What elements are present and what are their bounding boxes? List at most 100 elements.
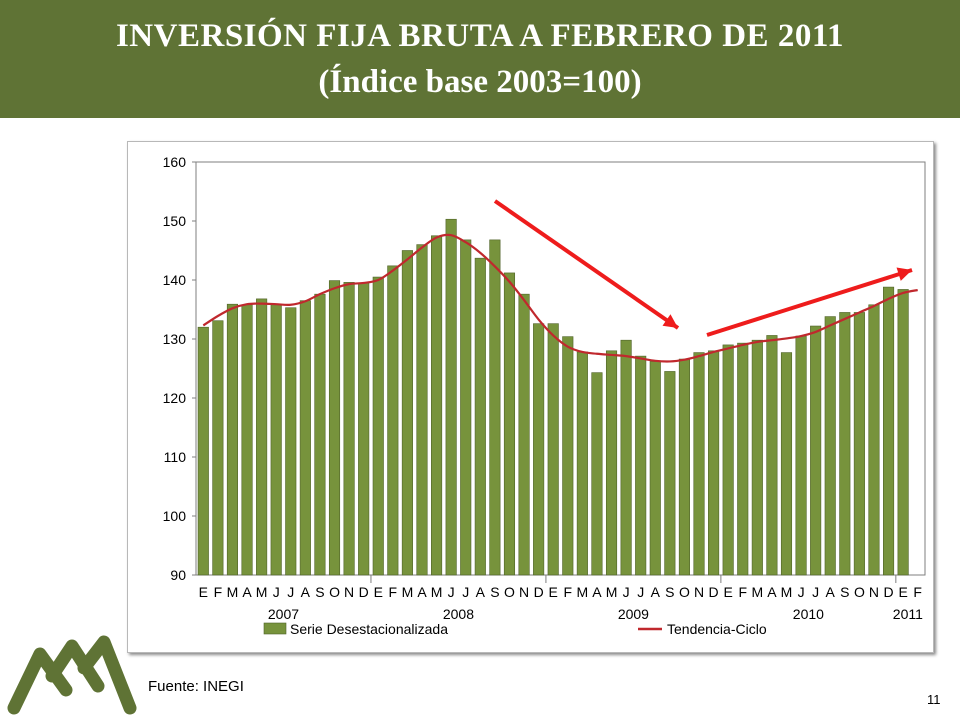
bar xyxy=(518,293,530,576)
x-tick-label: J xyxy=(462,584,469,600)
legend-swatch-bar xyxy=(263,622,287,635)
x-tick-label: N xyxy=(519,584,529,600)
bar xyxy=(314,293,326,576)
x-tick-label: E xyxy=(374,584,383,600)
y-tick-label: 90 xyxy=(170,567,186,583)
bar xyxy=(299,300,311,576)
legend-label-bar: Serie Desestacionalizada xyxy=(290,621,448,637)
source-note: Fuente: INEGI xyxy=(148,678,244,695)
x-tick-label: M xyxy=(431,584,443,600)
x-tick-label: E xyxy=(898,584,907,600)
x-tick-label: A xyxy=(242,584,252,600)
x-tick-label: N xyxy=(344,584,354,600)
x-tick-label: D xyxy=(883,584,893,600)
bar xyxy=(620,339,632,576)
bar xyxy=(343,282,355,576)
bar xyxy=(678,358,690,576)
year-label: 2008 xyxy=(443,606,474,622)
x-tick-label: J xyxy=(623,584,630,600)
bar xyxy=(766,335,778,576)
x-tick-label: F xyxy=(738,584,747,600)
x-tick-label: F xyxy=(564,584,573,600)
decline-arrow xyxy=(493,199,680,330)
x-tick-label: A xyxy=(767,584,777,600)
bar xyxy=(810,325,822,576)
x-tick-label: D xyxy=(534,584,544,600)
x-tick-label: A xyxy=(417,584,427,600)
bar xyxy=(212,320,224,576)
bar xyxy=(591,372,603,576)
trend-line xyxy=(202,233,918,363)
x-tick-label: S xyxy=(840,584,849,600)
x-tick-label: A xyxy=(592,584,602,600)
x-tick-label: J xyxy=(812,584,819,600)
x-tick-label: A xyxy=(826,584,836,600)
bar xyxy=(401,250,413,576)
bar xyxy=(387,265,399,576)
bar xyxy=(197,326,209,576)
x-tick-label: M xyxy=(577,584,589,600)
bar xyxy=(328,280,341,576)
bar xyxy=(358,282,370,576)
x-tick-label: N xyxy=(694,584,704,600)
page-number: 11 xyxy=(927,692,941,707)
x-tick-label: M xyxy=(256,584,268,600)
bar xyxy=(226,303,238,576)
x-tick-label: S xyxy=(490,584,499,600)
x-tick-label: E xyxy=(723,584,732,600)
x-tick-label: D xyxy=(359,584,369,600)
x-tick-label: O xyxy=(854,584,865,600)
x-tick-label: J xyxy=(637,584,644,600)
x-tick-label: J xyxy=(273,584,280,600)
recovery-arrow-head xyxy=(896,267,912,281)
x-tick-label: A xyxy=(651,584,661,600)
bar xyxy=(372,276,384,576)
year-label: 2009 xyxy=(618,606,649,622)
bar xyxy=(474,257,486,576)
x-tick-label: M xyxy=(227,584,239,600)
x-tick-label: M xyxy=(606,584,618,600)
x-tick-label: F xyxy=(389,584,398,600)
x-tick-label: J xyxy=(287,584,294,600)
bar xyxy=(664,371,676,576)
bar xyxy=(737,342,749,576)
decline-arrow-head xyxy=(662,314,678,328)
x-tick-label: O xyxy=(679,584,690,600)
x-tick-label: O xyxy=(504,584,515,600)
y-tick-label: 100 xyxy=(163,508,187,524)
bar xyxy=(416,244,428,576)
y-tick-label: 120 xyxy=(163,390,187,406)
bar xyxy=(285,307,297,576)
x-tick-label: M xyxy=(402,584,414,600)
bar xyxy=(489,239,501,576)
bar xyxy=(693,352,705,576)
bar xyxy=(635,355,647,576)
bar xyxy=(751,339,763,576)
bar xyxy=(795,335,807,576)
x-tick-label: D xyxy=(709,584,719,600)
bar xyxy=(576,351,588,576)
title-banner xyxy=(0,0,960,118)
bar xyxy=(824,316,836,576)
x-tick-label: N xyxy=(869,584,879,600)
bar xyxy=(256,298,268,576)
x-tick-label: S xyxy=(315,584,324,600)
bar xyxy=(533,323,545,576)
year-label: 2011 xyxy=(893,606,923,622)
x-tick-label: E xyxy=(549,584,558,600)
plot-area xyxy=(195,161,926,576)
bar xyxy=(445,218,457,576)
bar xyxy=(460,239,472,576)
y-tick-label: 140 xyxy=(163,272,187,288)
y-tick-label: 160 xyxy=(163,154,187,170)
bar xyxy=(241,304,253,576)
bar xyxy=(839,312,851,576)
bar xyxy=(722,344,734,576)
bar xyxy=(708,350,720,576)
x-tick-label: M xyxy=(781,584,793,600)
bar xyxy=(503,272,516,576)
y-tick-label: 150 xyxy=(163,213,187,229)
x-tick-label: F xyxy=(913,584,922,600)
y-tick-label: 110 xyxy=(164,449,187,465)
